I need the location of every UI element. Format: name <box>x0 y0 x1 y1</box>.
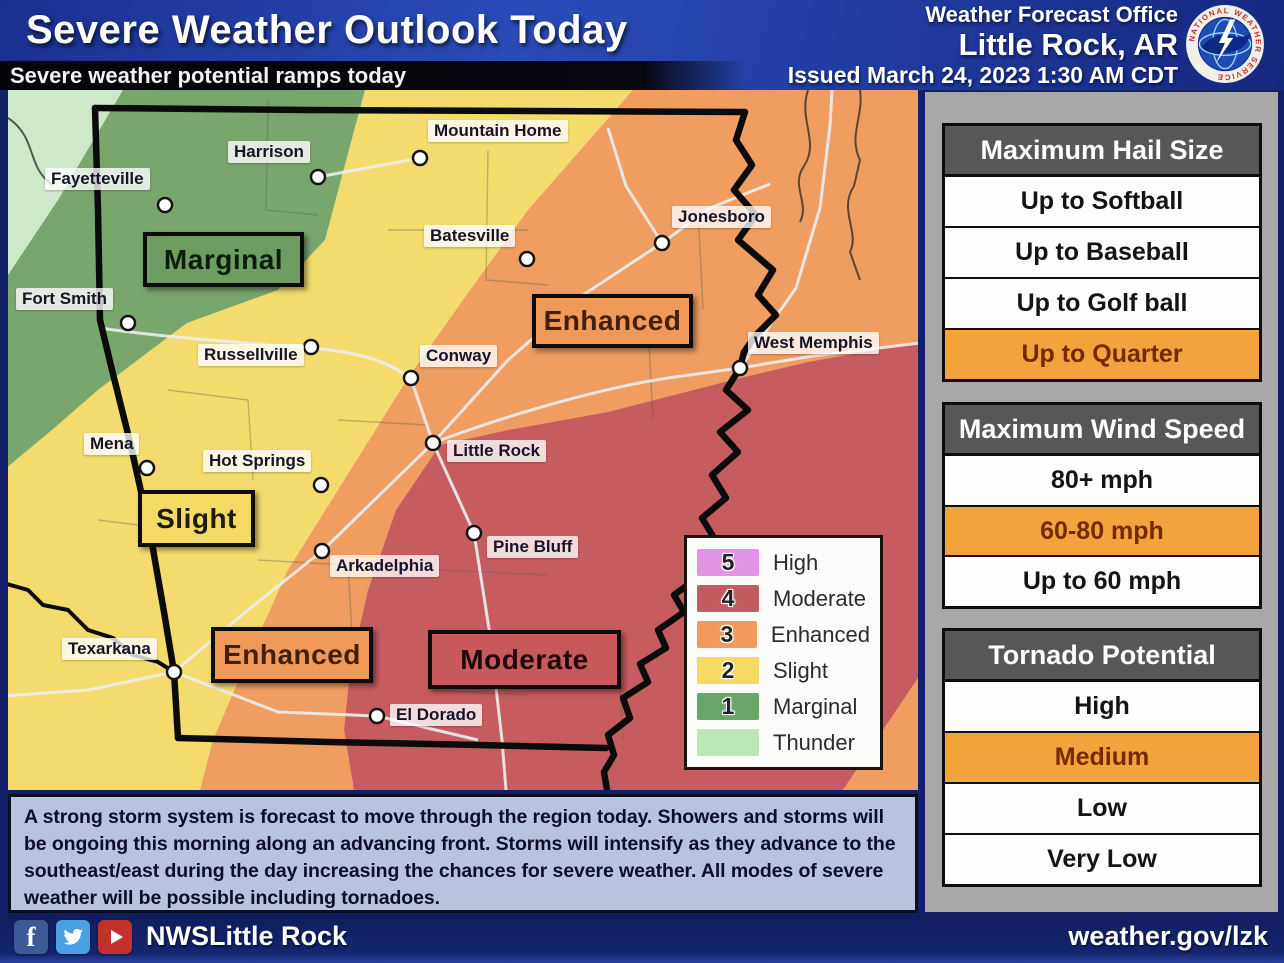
city-dot-russellville <box>302 338 320 356</box>
wind-row: 80+ mph <box>945 456 1259 507</box>
city-label-pine-bluff: Pine Bluff <box>487 536 579 558</box>
legend-chip-slight: 2 <box>697 657 759 684</box>
page-title: Severe Weather Outlook Today <box>26 8 628 52</box>
city-dot-pine-bluff <box>465 524 483 542</box>
risk-label-enhanced-ne: Enhanced <box>532 294 693 348</box>
risk-label-enhanced-sw: Enhanced <box>211 627 373 683</box>
city-label-little-rock: Little Rock <box>447 440 546 462</box>
hail-panel-title: Maximum Hail Size <box>945 126 1259 177</box>
city-label-hot-springs: Hot Springs <box>203 450 312 472</box>
legend-row-thunder: Thunder <box>697 727 870 758</box>
forecast-discussion: A strong storm system is forecast to mov… <box>8 794 918 913</box>
outlook-map: Fayetteville Harrison Mountain Home Jone… <box>8 90 918 790</box>
risk-legend: 5 High 4 Moderate 3 Enhanced 2 Slight 1 … <box>684 535 883 770</box>
social-handle: NWSLittle Rock <box>146 921 348 951</box>
risk-label-moderate: Moderate <box>428 630 621 689</box>
header: Severe Weather Outlook Today Severe weat… <box>0 0 1284 90</box>
city-label-mena: Mena <box>84 433 140 455</box>
legend-label-slight: Slight <box>773 657 829 683</box>
legend-label-thunder: Thunder <box>773 729 855 755</box>
city-dot-west-memphis <box>731 359 749 377</box>
city-dot-batesville <box>518 250 536 268</box>
tornado-row-selected: Medium <box>945 733 1259 784</box>
tornado-row: High <box>945 682 1259 733</box>
city-label-mountain-home: Mountain Home <box>428 120 568 142</box>
highways <box>8 90 918 790</box>
city-label-conway: Conway <box>420 345 498 367</box>
youtube-play-icon <box>111 930 123 944</box>
tornado-panel-title: Tornado Potential <box>945 631 1259 682</box>
twitter-icon[interactable] <box>56 920 90 954</box>
facebook-icon[interactable]: f <box>14 920 48 954</box>
city-dot-hot-springs <box>312 476 330 494</box>
legend-label-moderate: Moderate <box>773 585 866 611</box>
risk-label-marginal: Marginal <box>143 232 304 287</box>
city-dots <box>119 149 749 725</box>
city-label-fort-smith: Fort Smith <box>16 288 113 310</box>
wind-panel: Maximum Wind Speed 80+ mph 60-80 mph Up … <box>942 402 1262 609</box>
office-location: Little Rock, AR <box>958 27 1178 62</box>
legend-row-enhanced: 3 Enhanced <box>697 619 870 650</box>
office-name: Weather Forecast Office <box>925 2 1178 27</box>
twitter-bird-icon <box>63 928 83 945</box>
tornado-row: Low <box>945 784 1259 835</box>
legend-chip-enhanced: 3 <box>697 621 757 648</box>
legend-label-enhanced: Enhanced <box>770 621 870 647</box>
city-label-harrison: Harrison <box>228 141 310 163</box>
legend-row-moderate: 4 Moderate <box>697 583 870 614</box>
city-dot-jonesboro <box>653 234 671 252</box>
tornado-row: Very Low <box>945 835 1259 884</box>
website-link[interactable]: weather.gov/lzk <box>1068 921 1268 951</box>
city-label-fayetteville: Fayetteville <box>45 168 150 190</box>
city-dot-arkadelphia <box>313 542 331 560</box>
legend-row-high: 5 High <box>697 547 870 578</box>
nws-logo-icon: NATIONAL WEATHER SERVICE <box>1186 5 1264 83</box>
hail-row: Up to Baseball <box>945 228 1259 279</box>
issued-timestamp: Issued March 24, 2023 1:30 AM CDT <box>787 62 1178 88</box>
city-label-russellville: Russellville <box>198 344 304 366</box>
legend-chip-marginal: 1 <box>697 693 759 720</box>
city-dot-mena <box>138 459 156 477</box>
legend-chip-moderate: 4 <box>697 585 759 612</box>
city-dot-conway <box>402 369 420 387</box>
city-dot-el-dorado <box>368 707 386 725</box>
hail-row-selected: Up to Quarter <box>945 330 1259 379</box>
wind-row-selected: 60-80 mph <box>945 506 1259 558</box>
risk-label-slight: Slight <box>138 490 255 547</box>
city-dot-little-rock <box>424 434 442 452</box>
office-block: Weather Forecast Office Little Rock, AR … <box>788 2 1178 89</box>
subtitle: Severe weather potential ramps today <box>10 62 407 88</box>
city-dot-harrison <box>309 168 327 186</box>
wind-row: Up to 60 mph <box>945 557 1259 607</box>
legend-chip-thunder <box>697 729 759 756</box>
city-label-arkadelphia: Arkadelphia <box>330 555 440 577</box>
wind-panel-title: Maximum Wind Speed <box>945 405 1259 456</box>
city-label-batesville: Batesville <box>424 225 516 247</box>
subtitle-strip: Severe weather potential ramps today <box>0 61 748 90</box>
city-dot-fayetteville <box>156 196 174 214</box>
legend-label-marginal: Marginal <box>773 693 858 719</box>
hail-panel: Maximum Hail Size Up to Softball Up to B… <box>942 123 1262 382</box>
city-label-el-dorado: El Dorado <box>390 704 483 726</box>
footer: f NWSLittle Rock weather.gov/lzk <box>0 914 1284 963</box>
legend-chip-high: 5 <box>697 549 759 576</box>
legend-row-marginal: 1 Marginal <box>697 691 870 722</box>
city-label-jonesboro: Jonesboro <box>672 206 771 228</box>
youtube-icon[interactable] <box>98 920 132 954</box>
legend-label-high: High <box>773 549 819 575</box>
hail-row: Up to Softball <box>945 177 1259 228</box>
hail-row: Up to Golf ball <box>945 279 1259 330</box>
legend-row-slight: 2 Slight <box>697 655 870 686</box>
city-dot-texarkana <box>165 663 183 681</box>
city-label-west-memphis: West Memphis <box>748 332 879 354</box>
city-dot-fort-smith <box>119 314 137 332</box>
city-dot-mountain-home <box>411 149 429 167</box>
threat-sidebar: Maximum Hail Size Up to Softball Up to B… <box>925 92 1278 912</box>
tornado-panel: Tornado Potential High Medium Low Very L… <box>942 628 1262 887</box>
band-enhanced <box>200 90 918 790</box>
city-label-texarkana: Texarkana <box>62 638 157 660</box>
